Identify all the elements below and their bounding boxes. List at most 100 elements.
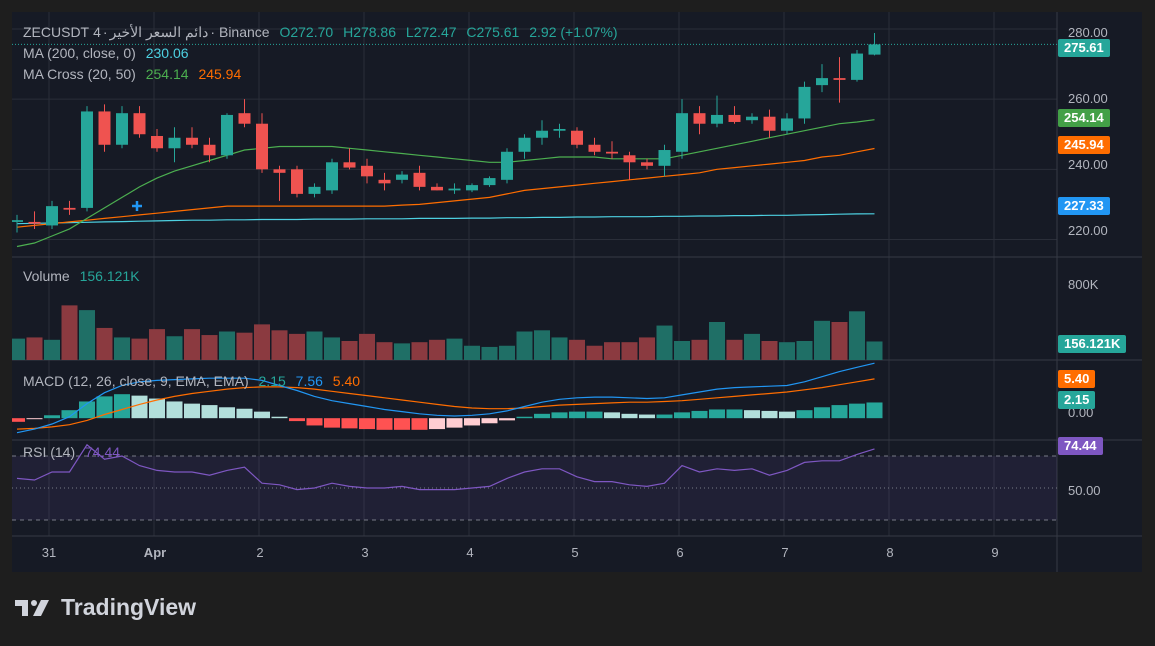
macd-histogram-bar	[61, 410, 78, 419]
last-price-badge: 275.61	[1058, 39, 1110, 57]
candle-body	[361, 165, 373, 177]
ma50-badge: 245.94	[1058, 136, 1110, 154]
volume-bar	[621, 342, 638, 360]
candle-body	[536, 130, 548, 138]
volume-legend[interactable]: Volume 156.121K	[23, 268, 146, 284]
volume-bar	[289, 333, 305, 360]
macd-histogram-bar	[534, 413, 550, 419]
chart-canvas[interactable]	[12, 12, 1142, 572]
rsi-band	[12, 456, 1057, 520]
rsi-legend[interactable]: RSI (14) 74.44	[23, 444, 126, 460]
macd-histogram-bar	[411, 418, 428, 430]
volume-bar	[639, 337, 655, 360]
macd-histogram-bar	[464, 418, 480, 426]
macd-histogram-bar	[516, 416, 533, 419]
volume-bar	[709, 322, 725, 360]
candle-body	[28, 221, 41, 224]
macd-line	[16, 362, 875, 434]
candle-body	[378, 179, 391, 184]
chart-frame[interactable]	[12, 12, 1142, 572]
candle-body	[588, 144, 601, 152]
macd-histogram-bar	[79, 401, 95, 419]
volume-bar	[376, 342, 393, 360]
macd-histogram-bar	[446, 418, 463, 428]
ma20-badge: 254.14	[1058, 109, 1110, 127]
macd-signal-line	[16, 378, 875, 430]
macd-histogram-bar	[359, 418, 375, 430]
volume-value: 156.121K	[79, 268, 140, 284]
candle-body	[291, 169, 303, 194]
interval: 4	[93, 24, 101, 40]
volume-bar	[96, 327, 113, 360]
candle-body	[326, 162, 338, 191]
volume-bar	[271, 330, 288, 360]
candle-body	[781, 118, 793, 131]
ma200-legend[interactable]: MA (200, close, 0) 230.06	[23, 45, 195, 61]
candle-body	[851, 53, 863, 80]
time-tick: 7	[781, 545, 789, 560]
candle-body	[798, 86, 811, 119]
ma200-value: 230.06	[145, 45, 189, 61]
macd-histogram-bar	[376, 418, 393, 430]
macd-histogram-bar	[709, 409, 725, 419]
tradingview-logo[interactable]: TradingView	[15, 594, 196, 621]
macd-histogram-bar	[691, 410, 708, 419]
volume-tick: 800K	[1068, 277, 1099, 292]
macd-histogram-bar	[814, 407, 830, 419]
macd-histogram-bar	[394, 418, 410, 430]
ohlc-low: L272.47	[405, 24, 457, 40]
candle-body	[553, 128, 566, 131]
volume-bar	[394, 343, 410, 360]
volume-bar	[726, 339, 743, 360]
rsi-value: 74.44	[85, 444, 121, 460]
candle-body	[308, 186, 321, 194]
macross-legend[interactable]: MA Cross (20, 50) 254.14 245.94	[23, 66, 247, 82]
volume-bar	[44, 339, 60, 360]
symbol-name[interactable]: ZECUSDT	[23, 24, 90, 40]
macd-histogram-bar	[149, 398, 165, 419]
candle-body	[833, 78, 846, 80]
rsi-label: RSI (14)	[23, 444, 76, 460]
price-tick: 260.00	[1068, 91, 1108, 106]
volume-bar	[674, 341, 690, 360]
volume-bar	[324, 337, 340, 360]
time-tick: 8	[886, 545, 894, 560]
candle-body	[343, 162, 356, 168]
macd-histogram-bar	[201, 405, 218, 419]
macd-legend[interactable]: MACD (12, 26, close, 9, EMA, EMA) 2.15 7…	[23, 373, 366, 389]
candle-body	[448, 188, 461, 191]
macd-histogram-bar	[744, 410, 760, 419]
volume-bar	[656, 325, 673, 360]
volume-bar	[516, 331, 533, 360]
macd-histogram-bar	[481, 418, 498, 424]
macd-histogram-bar	[131, 395, 148, 419]
price-tick: 240.00	[1068, 157, 1108, 172]
macd-histogram-bar	[639, 414, 655, 419]
macd-histogram-bar	[184, 403, 200, 419]
candle-body	[98, 111, 111, 145]
candle-body	[518, 137, 531, 152]
candle-body	[641, 162, 653, 166]
time-tick: 9	[991, 545, 999, 560]
candle-body	[658, 150, 671, 166]
volume-bar	[79, 310, 95, 360]
symbol-legend: ZECUSDT 4 · دائم السعر الأخير · Binance O272.…	[23, 24, 624, 41]
legend-sep: ·	[210, 24, 215, 40]
candle-body	[483, 178, 496, 186]
ohlc-high: H278.86	[343, 24, 397, 40]
time-tick: 31	[41, 545, 57, 560]
volume-bar	[586, 345, 603, 360]
volume-bar	[534, 330, 550, 360]
candle-body	[133, 113, 146, 135]
volume-bar	[831, 322, 848, 360]
macd-hist-value: 2.15	[258, 373, 286, 389]
macd-histogram-bar	[166, 401, 183, 419]
macd-histogram-bar	[96, 396, 113, 419]
volume-bar	[744, 333, 760, 360]
candle-body	[431, 186, 443, 191]
candle-body	[81, 111, 93, 208]
candle-body	[676, 113, 688, 152]
volume-bar	[341, 341, 358, 360]
volume-bar	[446, 338, 463, 360]
candle-body	[816, 78, 828, 86]
